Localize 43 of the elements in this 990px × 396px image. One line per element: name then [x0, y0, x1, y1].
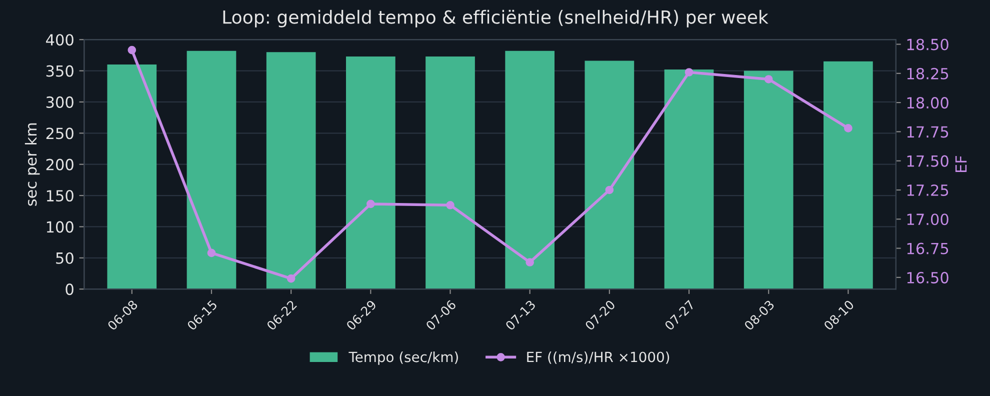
point — [366, 200, 375, 208]
point — [764, 75, 773, 84]
y-tick-label: 250 — [46, 128, 74, 140]
y2-tick-label: 17.25 — [907, 184, 948, 196]
chart-title: Loop: gemiddeld tempo & efficiëntie (snelheid/HR) per week — [223, 10, 768, 28]
point — [286, 274, 296, 283]
y2-tick-label: 17.00 — [907, 214, 948, 226]
y2-tick-label: 16.75 — [907, 242, 948, 254]
bar — [186, 50, 236, 290]
bar — [346, 56, 396, 290]
point — [446, 200, 454, 210]
bar — [107, 64, 157, 290]
point — [207, 248, 216, 258]
y-tick-label: 150 — [46, 190, 74, 202]
point — [605, 186, 614, 194]
y2-axis-title: EF — [955, 156, 967, 172]
legend-label: Tempo (sec/km) — [348, 351, 458, 365]
y-tick-label: 100 — [46, 221, 74, 233]
point — [526, 258, 534, 266]
y-tick-label: 200 — [46, 158, 74, 170]
y2-tick-label: 18.50 — [907, 38, 948, 50]
bar — [505, 50, 555, 290]
y2-tick-label: 17.75 — [907, 126, 948, 138]
y2-tick-label: 17.50 — [907, 155, 948, 167]
y2-tick-label: 16.50 — [907, 272, 948, 284]
y-tick-label: 300 — [46, 96, 74, 108]
bar — [426, 56, 475, 290]
y-tick-label: 0 — [66, 284, 74, 296]
bar — [744, 70, 794, 290]
legend-label: EF ((m/s)/HR ×1000) — [527, 351, 670, 364]
y2-tick-label: 18.25 — [907, 68, 948, 80]
bar — [664, 70, 714, 290]
point — [844, 124, 852, 132]
y2-tick-label: 18.00 — [907, 97, 948, 109]
point — [128, 46, 136, 54]
bar — [266, 52, 316, 290]
y-tick-label: 50 — [56, 252, 74, 264]
y-axis-title: sec per km — [24, 123, 40, 206]
y-tick-label: 350 — [46, 65, 74, 77]
bar — [584, 60, 634, 290]
bar — [824, 61, 873, 290]
y-tick-label: 400 — [46, 34, 74, 46]
point — [684, 68, 694, 76]
